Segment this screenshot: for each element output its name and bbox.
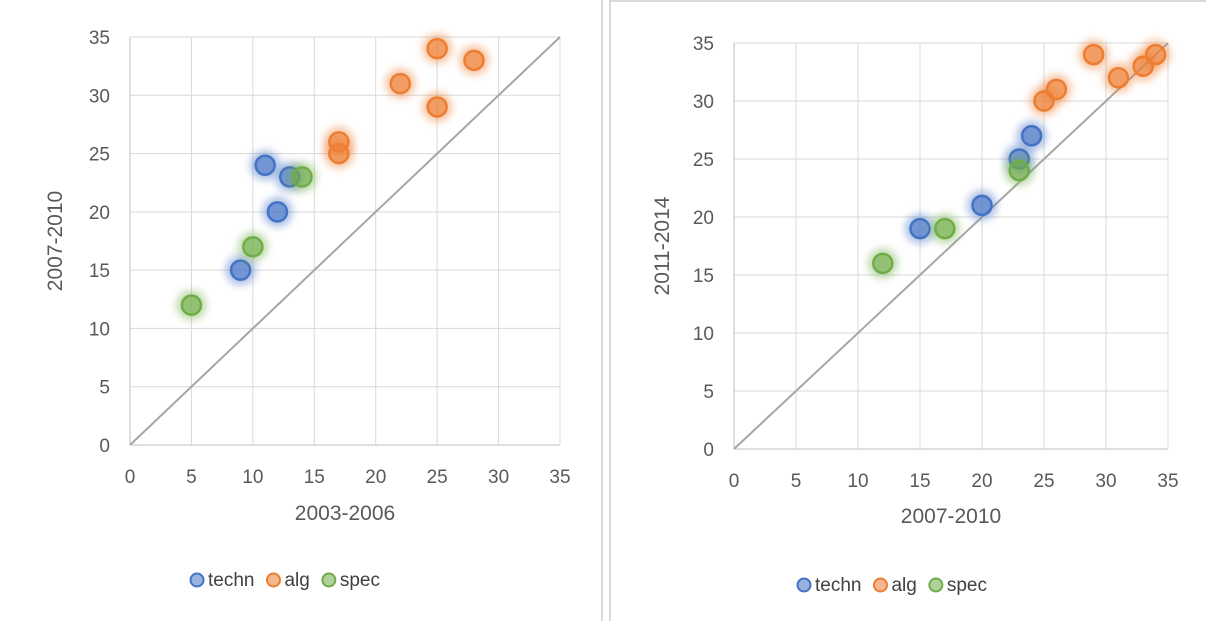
series-alg xyxy=(1029,39,1171,116)
data-point-alg xyxy=(1045,78,1068,101)
x-tick-label: 25 xyxy=(1033,471,1054,492)
y-tick-label: 15 xyxy=(89,261,110,282)
legend-marker-spec xyxy=(928,577,944,593)
y-tick-label: 25 xyxy=(89,145,110,166)
data-point-techn xyxy=(971,194,993,217)
data-point-techn xyxy=(909,217,931,240)
data-point-spec xyxy=(1008,159,1030,182)
x-tick-label: 15 xyxy=(304,467,325,488)
series-spec xyxy=(867,155,1035,279)
y-tick-label: 30 xyxy=(89,86,110,107)
x-tick-label: 15 xyxy=(909,471,930,492)
legend-label-alg: alg xyxy=(891,575,916,596)
y-tick-label: 10 xyxy=(89,319,110,340)
y-tick-label: 0 xyxy=(99,436,110,457)
data-point-techn xyxy=(229,259,252,281)
data-point-alg xyxy=(1144,43,1167,66)
x-axis-title: 2003-2006 xyxy=(295,502,395,525)
x-tick-label: 35 xyxy=(1157,471,1178,492)
y-tick-label: 0 xyxy=(703,440,714,461)
x-tick-label: 10 xyxy=(242,467,263,488)
x-tick-label: 35 xyxy=(549,467,570,488)
x-tick-label: 5 xyxy=(791,471,802,492)
x-tick-label: 10 xyxy=(847,471,868,492)
data-point-alg xyxy=(389,72,412,95)
data-point-alg xyxy=(1107,67,1130,89)
series-alg xyxy=(323,33,489,169)
x-tick-label: 5 xyxy=(186,467,197,488)
y-axis-title: 2007-2010 xyxy=(44,191,67,291)
data-point-alg xyxy=(1082,43,1105,66)
y-tick-label: 35 xyxy=(693,34,714,55)
legend-marker-alg xyxy=(265,572,281,588)
y-tick-label: 5 xyxy=(99,378,110,399)
data-point-alg xyxy=(426,96,448,118)
y-tick-label: 20 xyxy=(89,203,110,224)
legend-label-spec: spec xyxy=(947,575,987,596)
legend-label-techn: techn xyxy=(815,575,861,596)
scatter-chart-left: 0 5 10 15 20 25 30 35 0 5 10 15 20 25 30 35 2003-2006 200… xyxy=(44,28,571,591)
y-tick-label: 15 xyxy=(693,266,714,287)
legend: techn alg spec xyxy=(189,570,380,591)
chart-panel-right: 0 5 10 15 20 25 30 35 0 5 10 15 20 25 30 35 2007-2010 201… xyxy=(609,0,1206,621)
y-tick-label: 5 xyxy=(703,382,714,403)
data-point-spec xyxy=(872,252,894,275)
y-tick-label: 20 xyxy=(693,208,714,229)
data-point-techn xyxy=(1020,125,1043,147)
y-tick-label: 35 xyxy=(89,28,110,49)
chart-panel-left: 0 5 10 15 20 25 30 35 0 5 10 15 20 25 30 35 2003-2006 200… xyxy=(0,0,603,621)
data-point-spec xyxy=(291,166,313,188)
scatter-chart-right: 0 5 10 15 20 25 30 35 0 5 10 15 20 25 30 35 2007-2010 201… xyxy=(651,34,1179,596)
y-tick-label: 10 xyxy=(693,324,714,345)
y-tick-label: 30 xyxy=(693,92,714,113)
data-point-alg xyxy=(328,142,350,165)
data-point-techn xyxy=(266,201,289,223)
x-tick-label: 30 xyxy=(488,467,509,488)
x-tick-label: 20 xyxy=(971,471,992,492)
data-point-alg xyxy=(426,37,448,60)
x-axis-title: 2007-2010 xyxy=(901,505,1001,528)
data-point-spec xyxy=(180,294,203,316)
legend-marker-techn xyxy=(796,577,812,593)
legend-label-spec: spec xyxy=(340,570,380,591)
data-point-techn xyxy=(254,154,276,176)
legend-label-techn: techn xyxy=(208,570,254,591)
reference-diagonal-line xyxy=(733,42,1169,450)
x-tick-label: 25 xyxy=(427,467,448,488)
data-point-spec xyxy=(242,236,264,258)
legend-marker-alg xyxy=(872,577,888,593)
x-tick-label: 20 xyxy=(365,467,386,488)
legend-marker-techn xyxy=(189,572,205,588)
y-tick-label: 25 xyxy=(693,150,714,171)
data-point-alg xyxy=(463,49,485,72)
data-point-spec xyxy=(934,217,956,240)
legend: techn alg spec xyxy=(796,575,987,596)
reference-diagonal-line xyxy=(129,36,561,446)
x-tick-label: 30 xyxy=(1095,471,1116,492)
x-tick-label: 0 xyxy=(125,467,136,488)
y-axis-title: 2011-2014 xyxy=(651,196,674,295)
legend-label-alg: alg xyxy=(284,570,309,591)
series-spec xyxy=(176,161,317,321)
x-tick-label: 0 xyxy=(729,471,740,492)
legend-marker-spec xyxy=(321,572,337,588)
